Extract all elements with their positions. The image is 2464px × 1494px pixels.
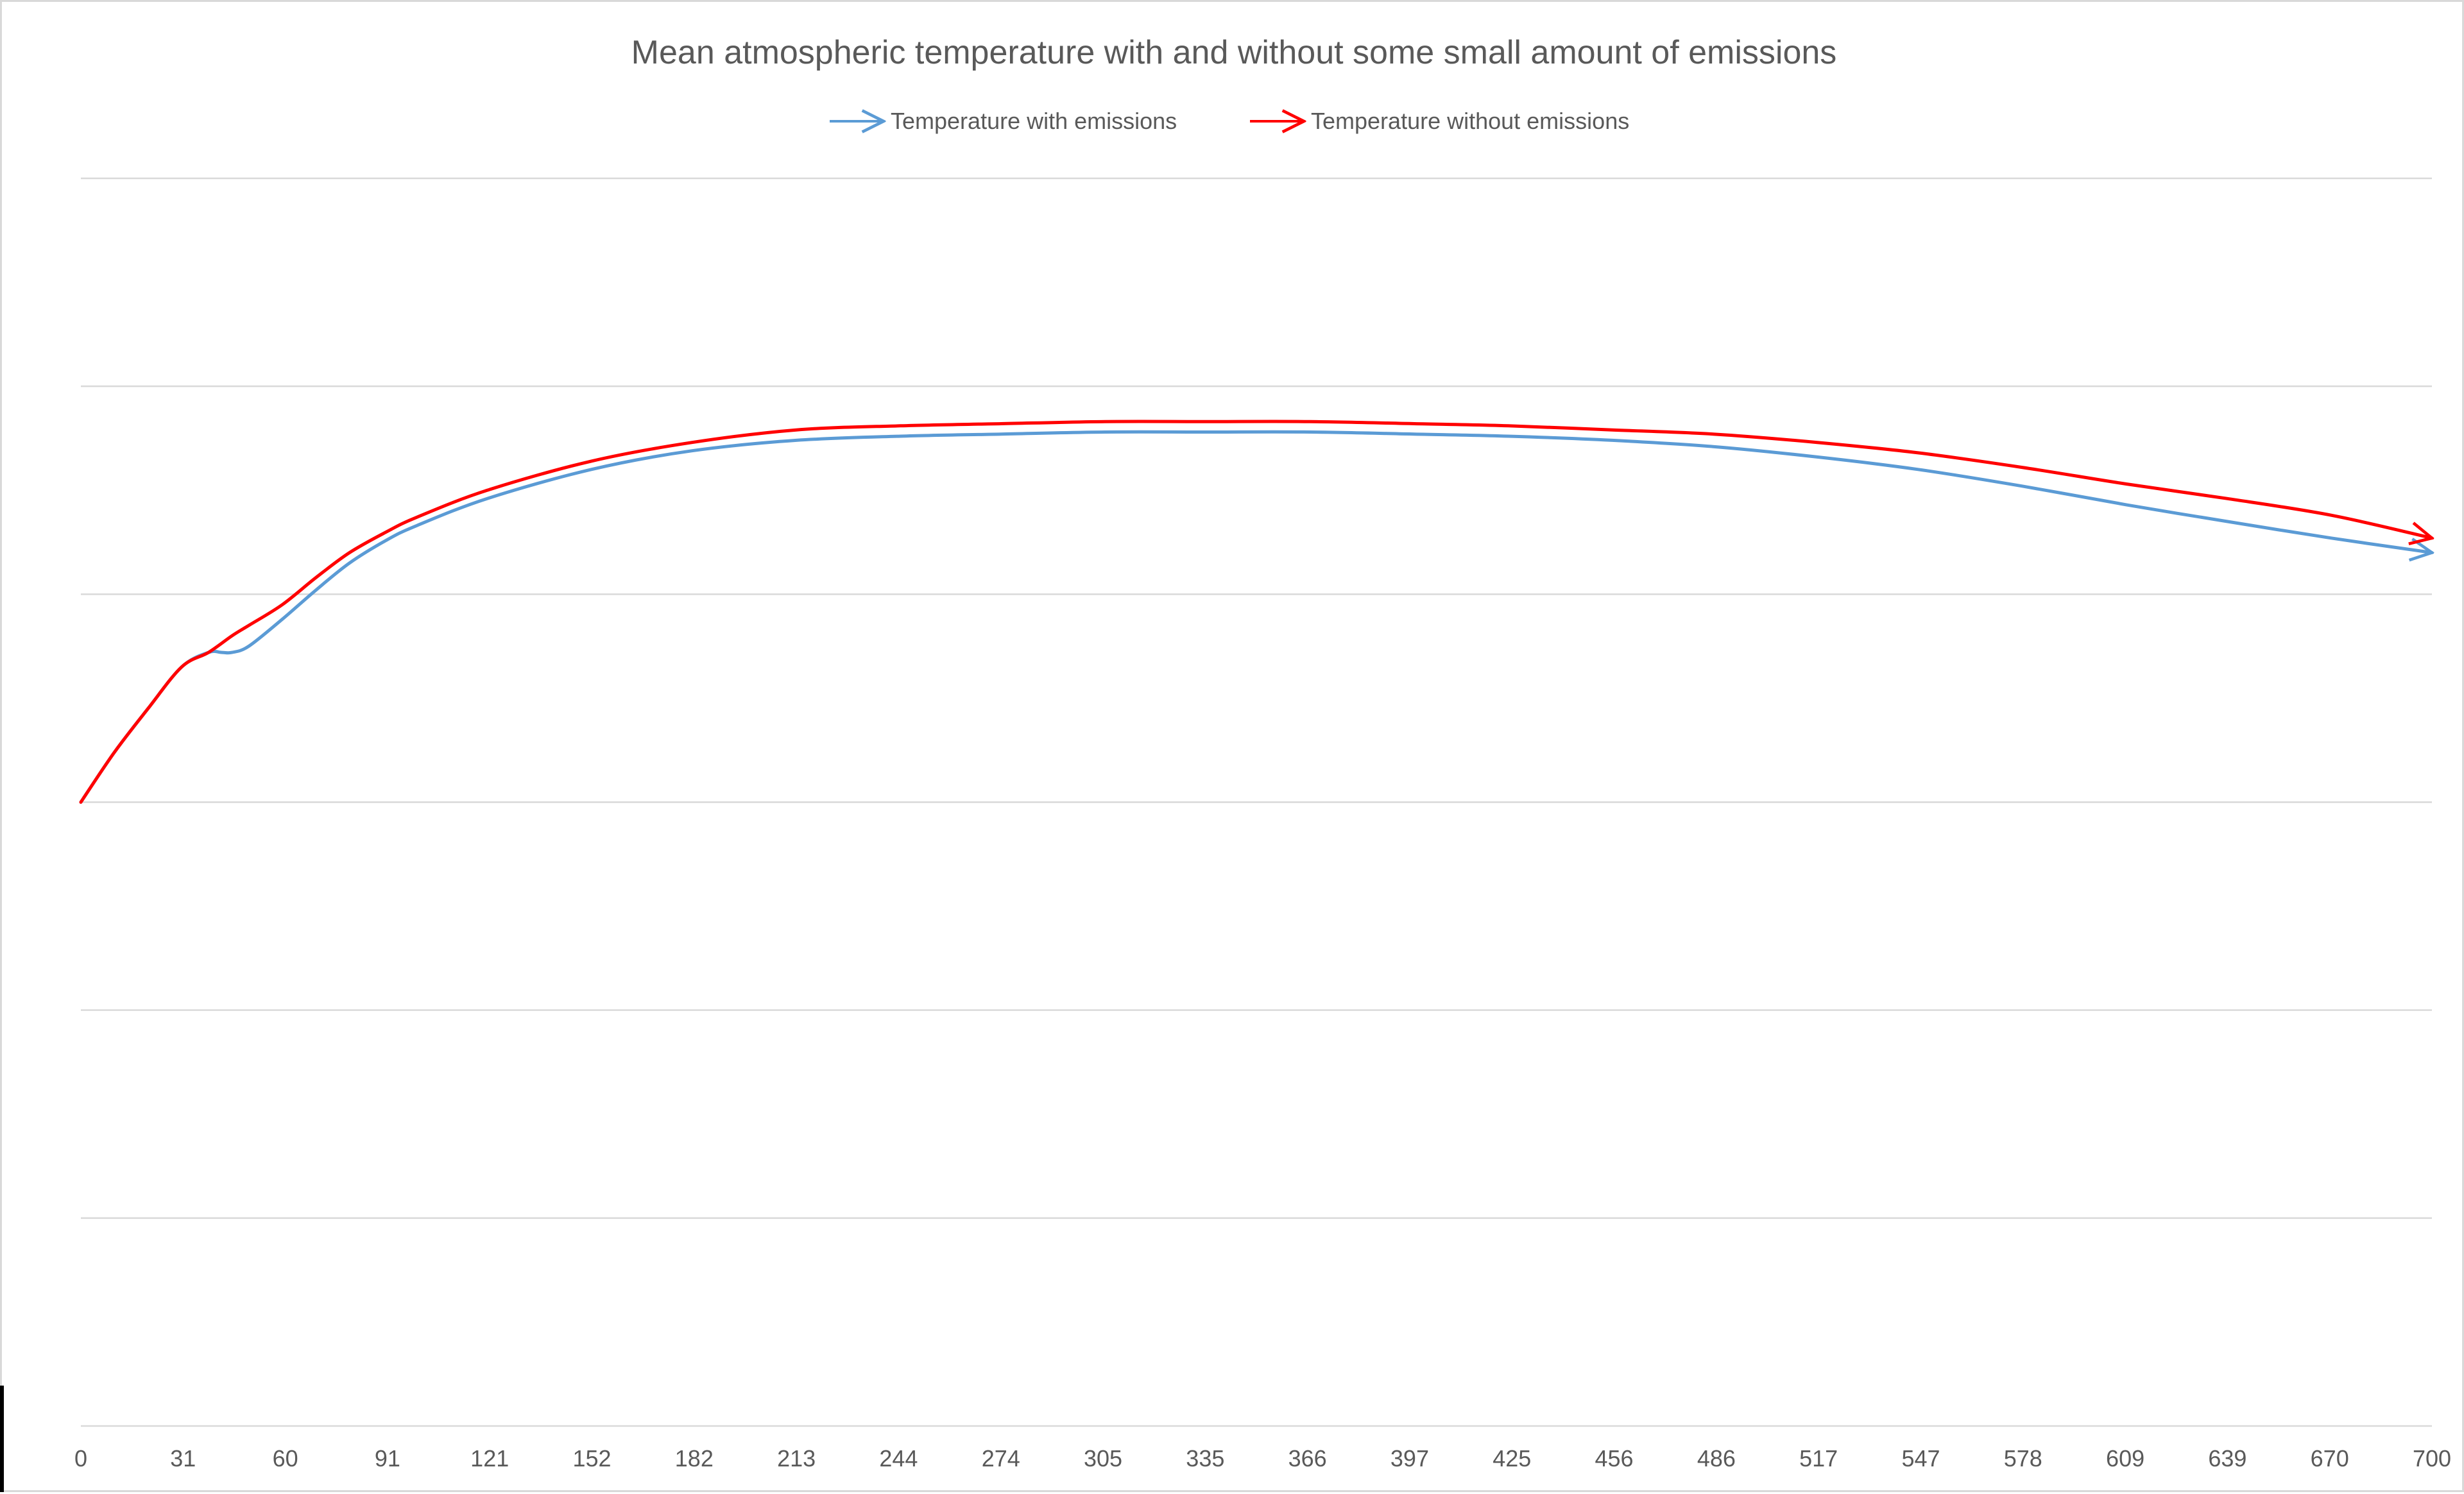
x-tick-label: 335 xyxy=(1186,1445,1224,1472)
x-tick-label: 670 xyxy=(2311,1445,2349,1472)
x-tick-label: 486 xyxy=(1697,1445,1736,1472)
x-tick-label: 0 xyxy=(74,1445,87,1472)
x-tick-label: 152 xyxy=(572,1445,611,1472)
x-tick-label: 121 xyxy=(470,1445,509,1472)
x-tick-label: 182 xyxy=(675,1445,714,1472)
x-tick-label: 60 xyxy=(273,1445,298,1472)
x-tick-label: 425 xyxy=(1493,1445,1531,1472)
x-tick-label: 305 xyxy=(1084,1445,1122,1472)
x-tick-label: 456 xyxy=(1595,1445,1634,1472)
x-tick-label: 639 xyxy=(2208,1445,2246,1472)
x-tick-label: 517 xyxy=(1799,1445,1838,1472)
legend-label: Temperature without emissions xyxy=(1311,108,1629,134)
x-tick-label: 397 xyxy=(1390,1445,1429,1472)
x-tick-label: 700 xyxy=(2413,1445,2451,1472)
x-tick-label: 244 xyxy=(879,1445,918,1472)
x-tick-label: 366 xyxy=(1288,1445,1327,1472)
series-line-without-emissions xyxy=(79,420,2432,804)
x-axis: 0 31 60 91 121 152 182 213 244 274 305 335 366 397 425… xyxy=(74,1425,2451,1472)
legend-item: Temperature with emissions xyxy=(830,108,1177,134)
left-edge-mark xyxy=(0,1386,4,1492)
x-tick-label: 609 xyxy=(2106,1445,2144,1472)
gridlines xyxy=(81,177,2432,1219)
chart-title: Mean atmospheric temperature with and wi… xyxy=(631,34,1837,71)
x-tick-label: 274 xyxy=(982,1445,1020,1472)
legend: Temperature with emissions Temperature wi… xyxy=(830,108,1629,134)
series-line-with-emissions xyxy=(79,430,2432,804)
x-tick-label: 213 xyxy=(777,1445,816,1472)
x-tick-label: 91 xyxy=(375,1445,400,1472)
x-tick-label: 31 xyxy=(170,1445,196,1472)
series-layer xyxy=(79,420,2432,804)
x-tick-label: 547 xyxy=(1901,1445,1940,1472)
legend-label: Temperature with emissions xyxy=(891,108,1177,134)
x-tick-label: 578 xyxy=(2004,1445,2042,1472)
legend-item: Temperature without emissions xyxy=(1250,108,1629,134)
